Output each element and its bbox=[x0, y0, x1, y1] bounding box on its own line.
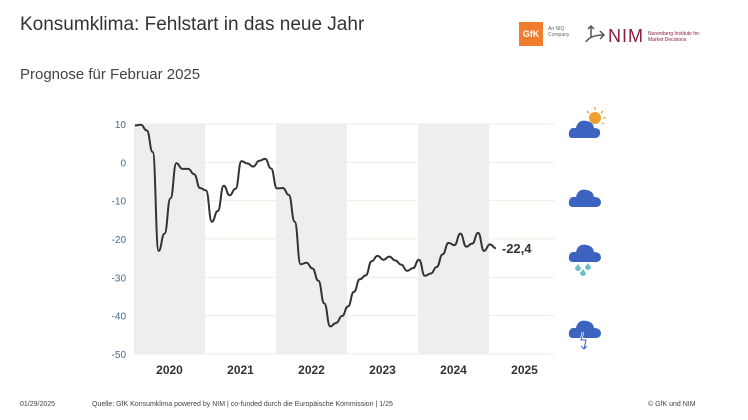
y-tick-label: 0 bbox=[120, 158, 126, 169]
y-tick-label: -30 bbox=[112, 273, 127, 284]
rain-cloud-icon bbox=[568, 244, 601, 276]
x-year-label: 2020 bbox=[156, 363, 183, 377]
y-tick-label: -40 bbox=[112, 312, 127, 323]
y-tick-label: -20 bbox=[112, 235, 127, 246]
storm-cloud-icon bbox=[568, 320, 601, 351]
gfk-tagline: An NIQ Company bbox=[548, 26, 570, 38]
page-subtitle: Prognose für Februar 2025 bbox=[20, 66, 201, 83]
consumer-climate-line bbox=[134, 123, 497, 328]
nim-arrow-icon bbox=[585, 24, 606, 43]
x-year-label: 2023 bbox=[369, 363, 396, 377]
nim-logo: NIM bbox=[608, 26, 644, 46]
sun-cloud-icon bbox=[568, 107, 606, 138]
x-year-label: 2022 bbox=[298, 363, 325, 377]
cloud-icon bbox=[568, 189, 601, 207]
x-year-label: 2025 bbox=[511, 363, 538, 377]
end-value-label: -22,4 bbox=[502, 241, 532, 256]
page-title: Konsumklima: Fehlstart in das neue Jahr bbox=[20, 14, 365, 35]
x-year-label: 2024 bbox=[440, 363, 467, 377]
nim-tagline: Nuremberg Institute for Market Decisions bbox=[648, 31, 700, 43]
footer-date: 01/29/2025 bbox=[20, 401, 56, 408]
y-tick-label: -10 bbox=[112, 197, 127, 208]
y-tick-label: 10 bbox=[115, 120, 127, 131]
footer-source: Quelle: GfK Konsumklima powered by NIM |… bbox=[92, 401, 393, 408]
footer-copyright: © GfK und NIM bbox=[648, 401, 696, 408]
gfk-logo: GfK bbox=[519, 22, 543, 46]
x-year-label: 2021 bbox=[227, 363, 254, 377]
y-tick-label: -50 bbox=[112, 350, 127, 361]
